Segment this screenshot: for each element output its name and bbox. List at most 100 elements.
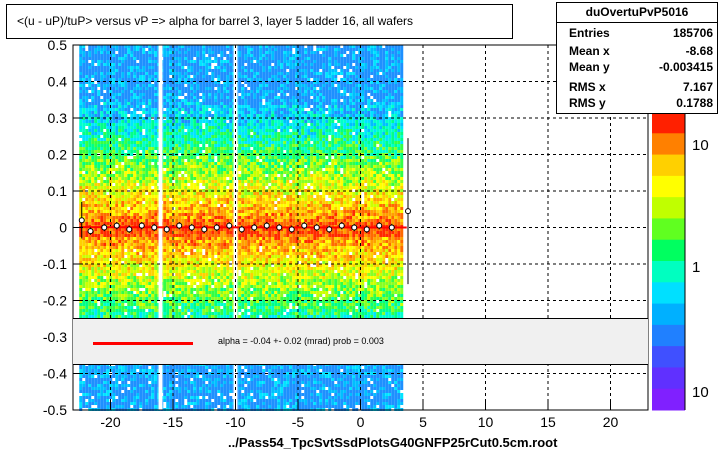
heat-cell <box>82 147 86 150</box>
heat-cell <box>97 285 101 288</box>
heat-cell <box>172 282 176 285</box>
heat-cell <box>136 243 140 246</box>
heat-cell <box>166 138 170 141</box>
heat-cell <box>133 90 137 93</box>
heat-cell <box>169 393 173 396</box>
heat-cell <box>91 81 95 84</box>
heat-cell <box>136 201 140 204</box>
heat-cell <box>124 111 128 114</box>
heat-cell <box>142 135 146 138</box>
heat-cell <box>163 231 167 234</box>
heat-cell <box>85 114 89 117</box>
heat-cell <box>112 285 116 288</box>
heat-cell <box>166 303 170 306</box>
heat-cell <box>184 207 188 210</box>
heat-cell <box>205 63 209 66</box>
heat-cell <box>202 69 206 72</box>
heat-cell <box>133 126 137 129</box>
heat-cell <box>103 222 107 225</box>
heat-cell <box>163 174 167 177</box>
heat-cell <box>106 69 110 72</box>
heat-cell <box>130 189 134 192</box>
heat-cell <box>88 219 92 222</box>
heat-cell <box>85 123 89 126</box>
heat-cell <box>187 60 191 63</box>
heat-cell <box>148 177 152 180</box>
heat-cell <box>118 297 122 300</box>
heat-cell <box>106 177 110 180</box>
heat-cell <box>205 216 209 219</box>
heat-cell <box>202 366 206 369</box>
heat-cell <box>124 381 128 384</box>
heat-cell <box>112 309 116 312</box>
heat-cell <box>106 93 110 96</box>
heat-cell <box>139 198 143 201</box>
heat-cell <box>85 315 89 318</box>
heat-cell <box>190 192 194 195</box>
heat-cell <box>187 246 191 249</box>
heat-cell <box>172 168 176 171</box>
heat-cell <box>103 405 107 408</box>
heat-cell <box>166 72 170 75</box>
heat-cell <box>193 69 197 72</box>
heat-cell <box>91 288 95 291</box>
heat-cell <box>199 72 203 75</box>
heat-cell <box>169 381 173 384</box>
heat-cell <box>205 60 209 63</box>
heat-cell <box>172 261 176 264</box>
heat-cell <box>196 159 200 162</box>
heat-cell <box>79 81 83 84</box>
heat-cell <box>100 222 104 225</box>
heat-cell <box>82 57 86 60</box>
heat-cell <box>127 132 131 135</box>
heat-cell <box>154 273 158 276</box>
heat-cell <box>190 306 194 309</box>
heat-cell <box>184 117 188 120</box>
heat-cell <box>94 75 98 78</box>
heat-cell <box>79 69 83 72</box>
heat-cell <box>118 48 122 51</box>
heat-cell <box>205 198 209 201</box>
heat-cell <box>106 168 110 171</box>
heat-cell <box>172 81 176 84</box>
heat-cell <box>97 147 101 150</box>
heat-cell <box>205 273 209 276</box>
heat-cell <box>166 162 170 165</box>
heat-cell <box>136 390 140 393</box>
heat-cell <box>124 270 128 273</box>
heat-cell <box>169 111 173 114</box>
heat-cell <box>136 366 140 369</box>
heat-cell <box>172 390 176 393</box>
heat-cell <box>88 135 92 138</box>
heat-cell <box>196 369 200 372</box>
heat-cell <box>118 213 122 216</box>
heat-cell <box>199 162 203 165</box>
heat-cell <box>202 375 206 378</box>
heat-cell <box>79 240 83 243</box>
heat-cell <box>178 135 182 138</box>
heat-cell <box>127 168 131 171</box>
heat-cell <box>88 270 92 273</box>
heat-cell <box>130 240 134 243</box>
heat-cell <box>163 219 167 222</box>
heat-cell <box>112 231 116 234</box>
heat-cell <box>121 57 125 60</box>
heat-cell <box>190 387 194 390</box>
heat-cell <box>196 393 200 396</box>
heat-cell <box>130 153 134 156</box>
heat-cell <box>91 207 95 210</box>
heat-cell <box>124 228 128 231</box>
heat-cell <box>199 369 203 372</box>
heat-cell <box>100 216 104 219</box>
heat-cell <box>181 120 185 123</box>
heat-cell <box>82 78 86 81</box>
heat-cell <box>136 291 140 294</box>
heat-cell <box>151 180 155 183</box>
heat-cell <box>154 216 158 219</box>
heat-cell <box>112 291 116 294</box>
heat-cell <box>184 285 188 288</box>
heat-cell <box>196 81 200 84</box>
heat-cell <box>82 261 86 264</box>
heat-cell <box>100 291 104 294</box>
heat-cell <box>115 399 119 402</box>
